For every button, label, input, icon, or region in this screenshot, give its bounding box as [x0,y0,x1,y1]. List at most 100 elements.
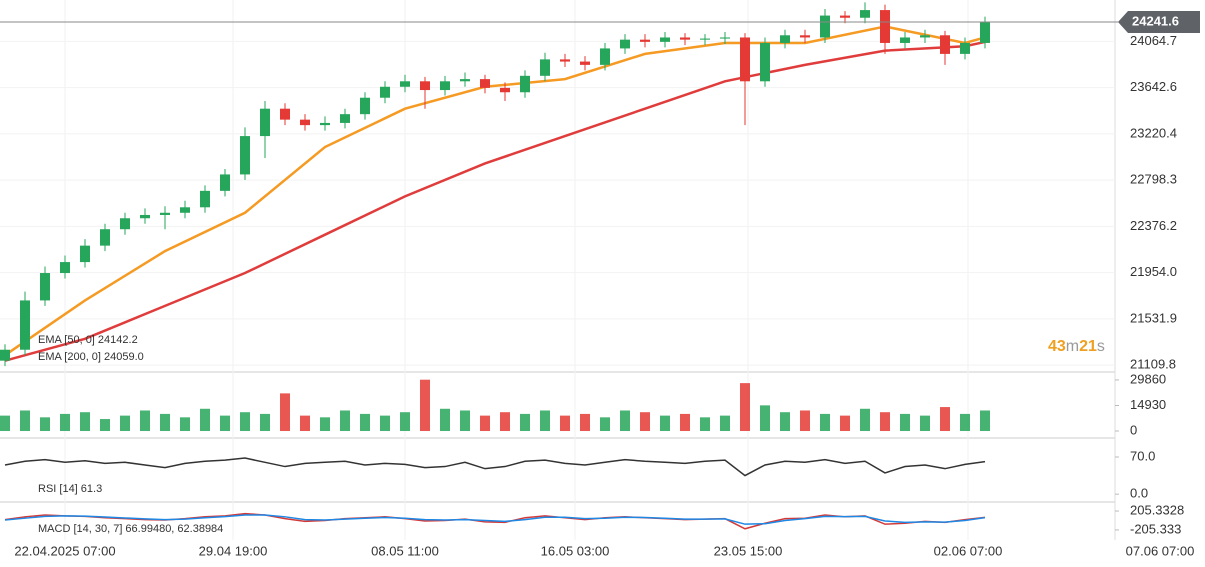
volume-bar [880,412,890,432]
y-tick-label: -205.333 [1130,521,1181,536]
volume-bar [300,415,310,432]
legend-entry: EMA [200, 0] 24059.0 [38,351,144,363]
candle-body [220,174,230,191]
volume-bar [720,415,730,432]
candle-body [380,86,390,98]
volume-bar [140,410,150,432]
volume-bar [460,410,470,432]
candle-body [400,81,410,87]
volume-bar [280,393,290,432]
candle-body [440,81,450,91]
volume-bar [920,415,930,432]
volume-bar [320,417,330,432]
candle-body [820,15,830,38]
y-tick-label: 0 [1130,422,1137,437]
volume-bar [260,413,270,432]
candle-body [340,114,350,123]
volume-bar [640,412,650,432]
y-tick-label: 70.0 [1130,448,1155,463]
candle-body [0,349,10,361]
candle-body [860,10,870,18]
candle-body [740,37,750,82]
candle-body [520,75,530,93]
candle-body [580,61,590,65]
candle-body [800,35,810,38]
volume-bar [780,412,790,432]
volume-bar [40,417,50,432]
candle-body [300,119,310,126]
candle-body [20,300,30,350]
volume-bar [0,415,10,432]
candle-body [160,212,170,215]
volume-bar [700,417,710,432]
y-tick-label: 22376.2 [1130,218,1177,233]
y-tick-label: 205.3328 [1130,502,1184,517]
last-price-tag [1118,10,1200,33]
x-tick-label: 07.06 07:00 [1126,543,1195,558]
volume-bar [620,410,630,432]
candle-body [60,262,70,274]
candle-body [920,35,930,38]
x-tick-label: 22.04.2025 07:00 [14,543,115,558]
candle-body [360,97,370,115]
volume-bar [400,412,410,432]
candle-body [880,10,890,43]
x-tick-label: 16.05 03:00 [541,543,610,558]
y-tick-label: 0.0 [1130,486,1148,501]
volume-bar [760,405,770,432]
volume-bar [900,413,910,432]
x-tick-label: 08.05 11:00 [371,543,439,558]
volume-bar [200,408,210,432]
y-tick-label: 21954.0 [1130,264,1177,279]
candle-body [500,87,510,93]
candle-body [900,37,910,43]
x-tick-label: 23.05 15:00 [714,543,783,558]
volume-bar [800,410,810,432]
candle-body [660,37,670,42]
volume-bar [20,410,30,432]
ema-line [4,40,986,362]
volume-bar [440,408,450,432]
volume-bar [820,413,830,432]
candle-body [760,42,770,82]
y-tick-label: 23642.6 [1130,79,1177,94]
candle-body [140,214,150,219]
volume-bar [100,419,110,432]
candle-body [940,35,950,54]
indicator-line [4,457,986,477]
candle-body [80,245,90,263]
volume-bar [240,412,250,432]
volume-bar [160,413,170,432]
volume-bar [960,413,970,432]
volume-bar [520,413,530,432]
y-tick-label: 21109.8 [1130,357,1176,372]
y-tick-label: 23220.4 [1130,125,1177,140]
candle-body [420,81,430,91]
countdown-part: m [1066,338,1079,355]
candle-body [280,108,290,120]
volume-bar [680,413,690,432]
indicator-line [4,514,986,525]
candle-body [120,218,130,230]
volume-bar [340,410,350,432]
volume-bar [80,412,90,432]
volume-bar [380,415,390,432]
candle-body [540,59,550,76]
last-price-label: 24241.6 [1132,13,1179,28]
candle-body [980,22,990,43]
countdown-part: 21 [1079,338,1097,355]
volume-bar [120,415,130,432]
volume-bar [560,415,570,432]
volume-bar [860,408,870,432]
x-tick-label: 29.04 19:00 [199,543,268,558]
y-tick-label: 14930 [1130,397,1166,412]
candle-body [960,42,970,54]
candle-body [480,79,490,88]
y-tick-label: 24064.7 [1130,33,1177,48]
countdown-part: s [1097,338,1105,355]
candle-body [460,79,470,82]
countdown: 43m21s [1048,338,1105,355]
candle-body [180,207,190,213]
